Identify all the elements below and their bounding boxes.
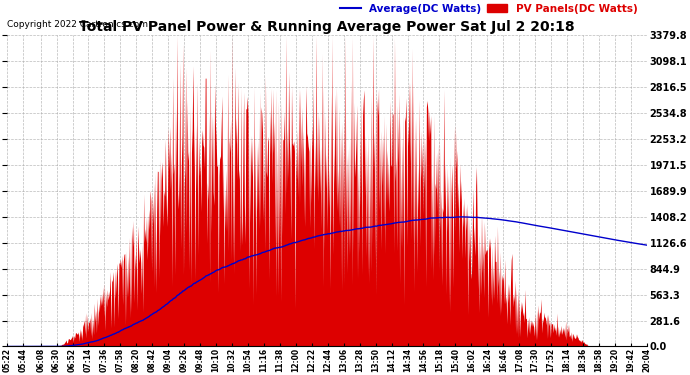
Title: Total PV Panel Power & Running Average Power Sat Jul 2 20:18: Total PV Panel Power & Running Average P… xyxy=(79,20,575,34)
Text: Copyright 2022 Cartronics.com: Copyright 2022 Cartronics.com xyxy=(8,20,148,29)
Legend: Average(DC Watts), PV Panels(DC Watts): Average(DC Watts), PV Panels(DC Watts) xyxy=(336,0,642,18)
